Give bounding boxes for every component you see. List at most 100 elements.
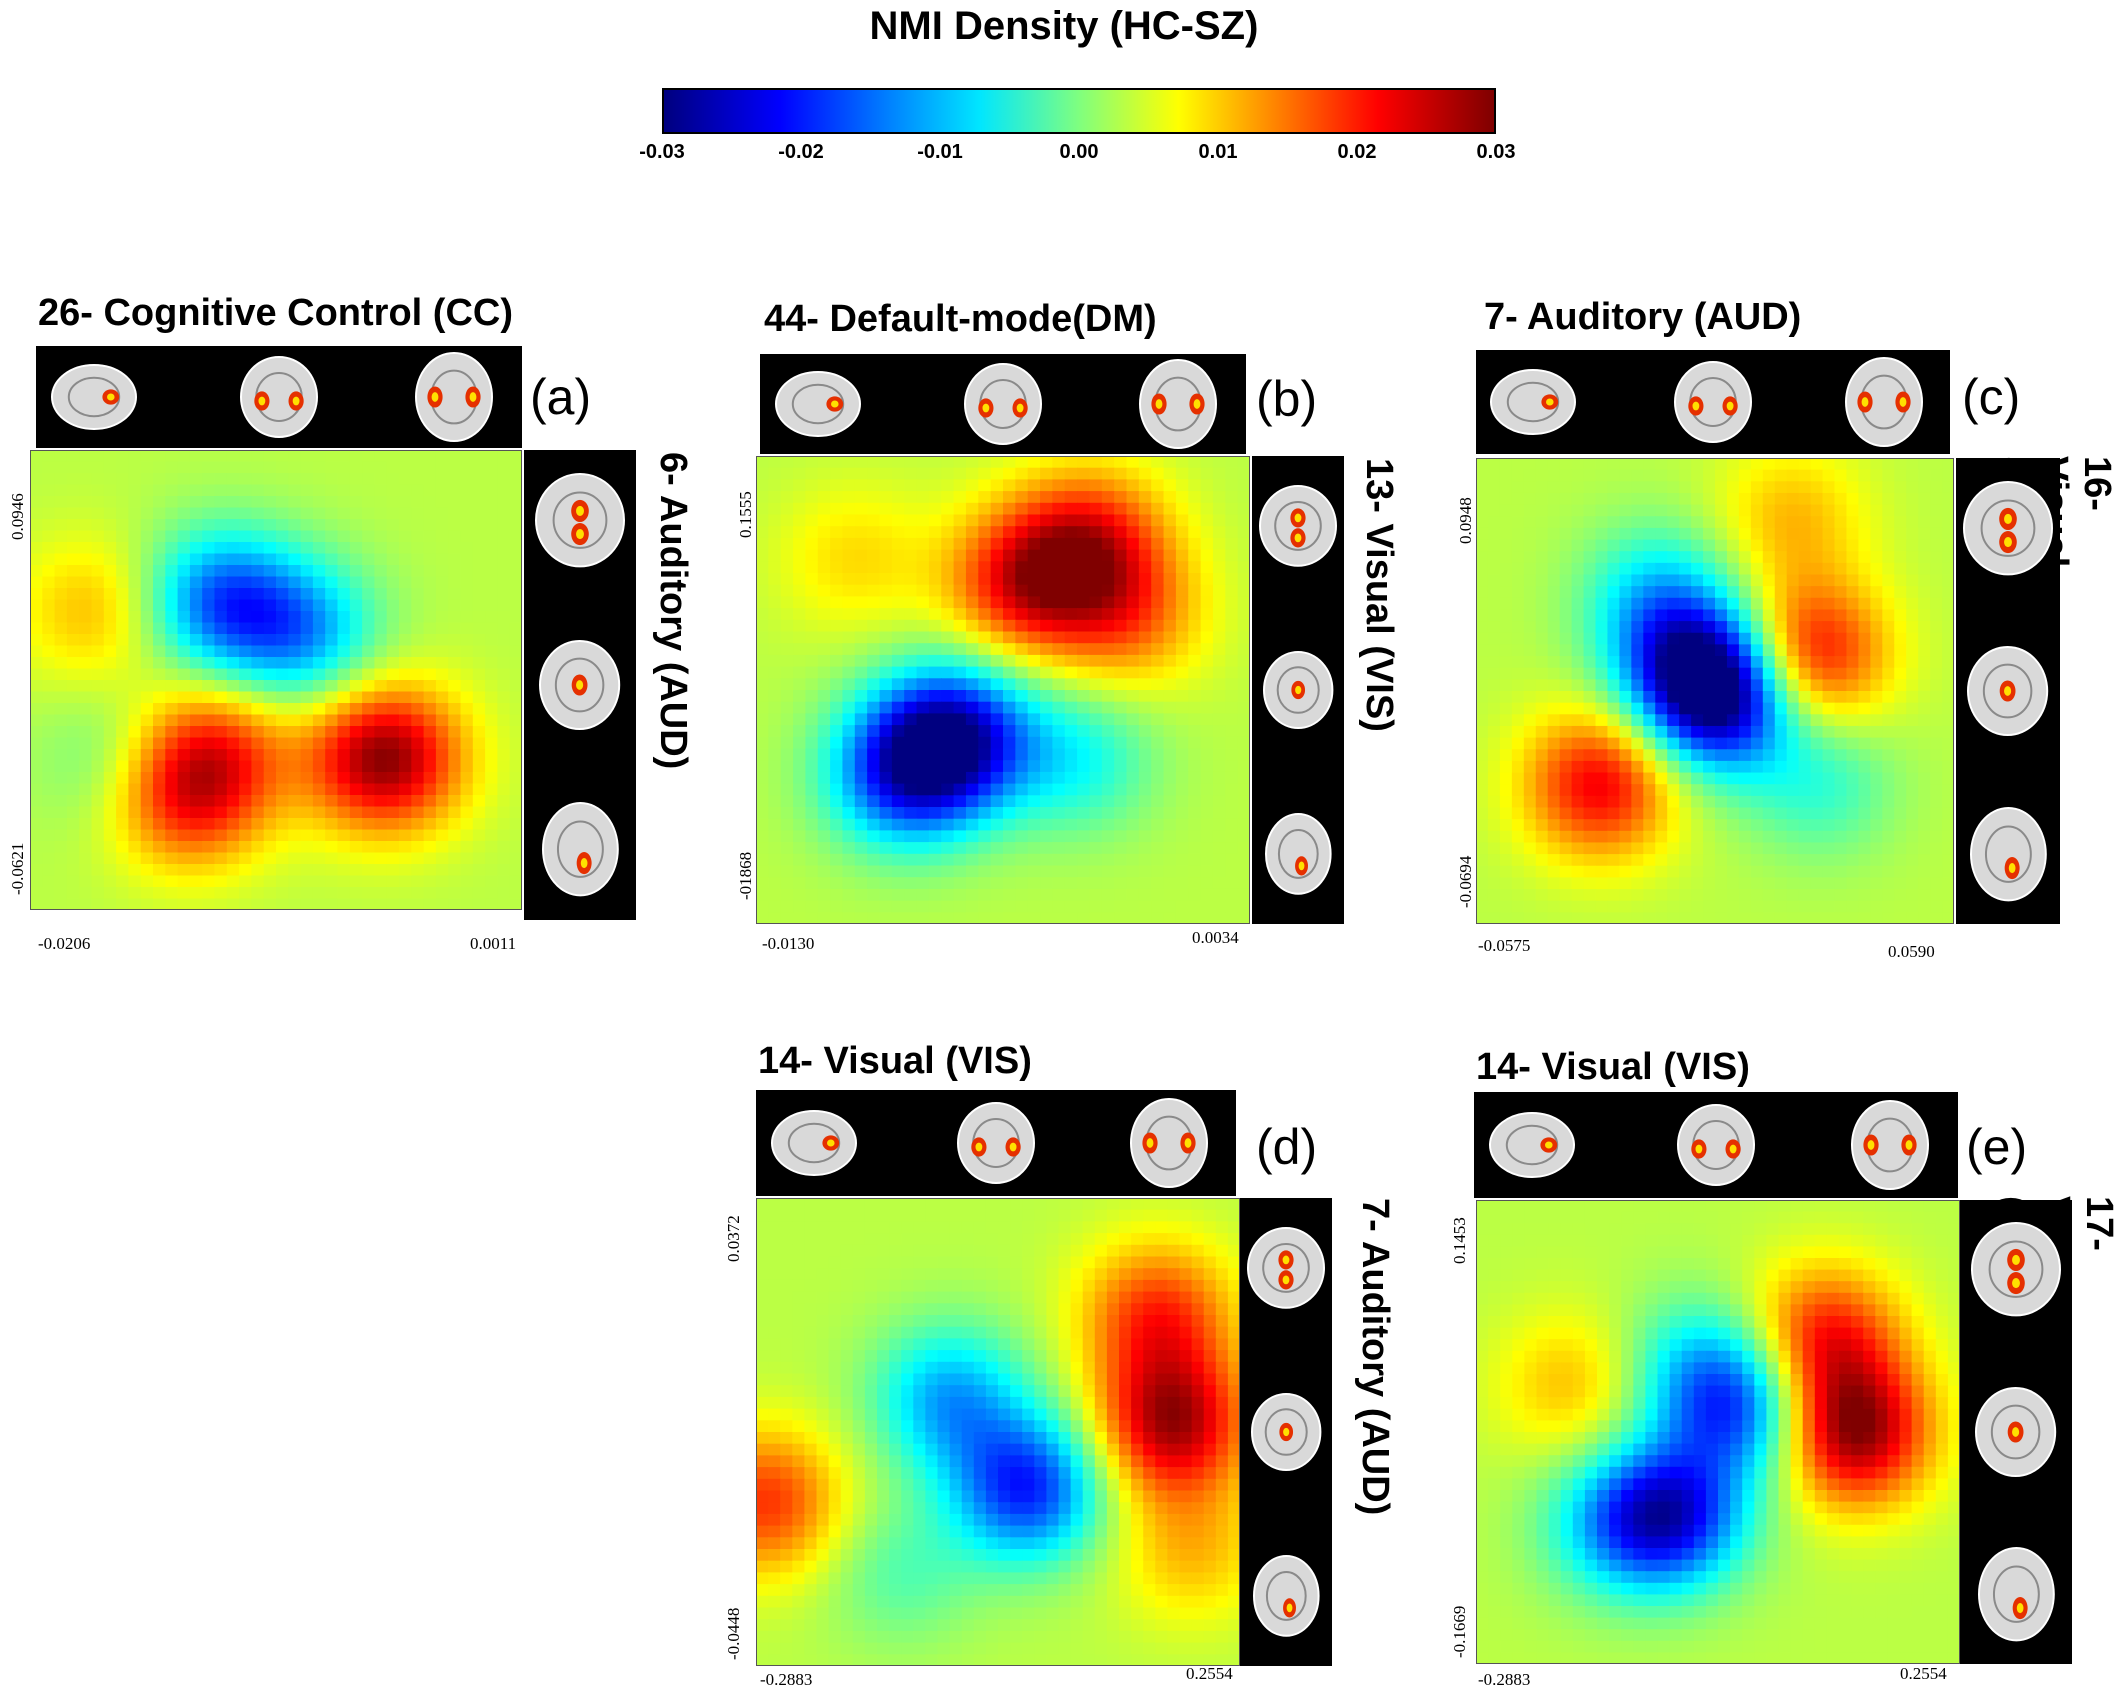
heatmap-cell bbox=[1810, 725, 1824, 739]
heatmap-cell bbox=[1738, 900, 1752, 913]
heatmap-cell bbox=[1052, 807, 1066, 820]
heatmap-cell bbox=[1523, 819, 1537, 832]
heatmap-cell bbox=[91, 599, 105, 612]
heatmap-cell bbox=[854, 888, 868, 902]
heatmap-cell bbox=[1089, 701, 1103, 714]
heatmap-cell bbox=[325, 611, 339, 624]
heatmap-cell bbox=[226, 864, 240, 877]
heatmap-cell bbox=[276, 622, 289, 635]
heatmap-cell bbox=[1571, 644, 1585, 657]
heatmap-cell bbox=[1163, 690, 1177, 703]
heatmap-cell bbox=[1655, 679, 1668, 692]
heatmap-cell bbox=[1583, 527, 1597, 541]
heatmap-cell bbox=[1691, 539, 1704, 552]
heatmap-cell bbox=[1237, 748, 1250, 761]
heatmap-cell bbox=[1583, 667, 1597, 680]
heatmap-cell bbox=[1894, 551, 1907, 564]
heatmap-cell bbox=[1547, 597, 1561, 611]
heatmap-cell bbox=[30, 611, 43, 624]
heatmap-cell bbox=[978, 467, 992, 480]
heatmap-cell bbox=[1523, 621, 1537, 634]
heatmap-cell bbox=[768, 479, 782, 492]
heatmap-cell bbox=[226, 461, 240, 474]
heatmap-cell bbox=[1077, 865, 1091, 878]
heatmap-cell bbox=[1583, 900, 1597, 913]
heatmap-cell bbox=[239, 795, 252, 808]
heatmap-cell bbox=[1738, 597, 1752, 611]
heatmap-cell bbox=[1188, 771, 1202, 785]
heatmap-cell bbox=[1595, 632, 1609, 645]
heatmap-cell bbox=[1846, 644, 1859, 657]
heatmap-cell bbox=[337, 461, 351, 474]
heatmap-cell bbox=[1834, 609, 1848, 622]
heatmap-cell bbox=[1619, 504, 1632, 517]
heatmap-cell bbox=[1834, 725, 1848, 739]
heatmap-cell bbox=[941, 900, 955, 913]
heatmap-cell bbox=[54, 668, 68, 681]
heatmap-cell bbox=[448, 530, 462, 543]
heatmap-cell bbox=[386, 565, 400, 578]
heatmap-cell bbox=[300, 875, 314, 888]
heatmap-cell bbox=[460, 852, 474, 865]
heatmap-cell bbox=[337, 484, 351, 497]
heatmap-cell bbox=[153, 657, 166, 670]
heatmap-cell bbox=[1691, 516, 1704, 529]
heatmap-cell bbox=[1064, 584, 1078, 597]
heatmap-cell bbox=[864, 1209, 878, 1222]
heatmap-cell bbox=[768, 818, 782, 831]
heatmap-cell bbox=[337, 795, 351, 808]
heatmap-cell bbox=[793, 760, 806, 773]
heatmap-cell bbox=[374, 783, 388, 796]
heatmap-cell bbox=[337, 783, 351, 796]
heatmap-cell bbox=[1547, 469, 1561, 482]
heatmap-cell bbox=[226, 760, 240, 773]
heatmap-cell bbox=[891, 654, 905, 668]
heatmap-cell bbox=[399, 484, 412, 497]
heatmap-cell bbox=[990, 736, 1004, 750]
heatmap-cell bbox=[1798, 842, 1812, 855]
heatmap-cell bbox=[411, 806, 425, 819]
heatmap-cell bbox=[399, 749, 412, 762]
heatmap-cell bbox=[1858, 656, 1871, 669]
heatmap-cell bbox=[300, 829, 314, 842]
heatmap-cell bbox=[226, 542, 240, 555]
heatmap-cell bbox=[1703, 527, 1716, 541]
heatmap-cell bbox=[66, 680, 80, 693]
heatmap-cell bbox=[1547, 527, 1561, 541]
heatmap-cell bbox=[941, 807, 955, 820]
heatmap-cell bbox=[768, 748, 782, 761]
heatmap-cell bbox=[978, 678, 992, 691]
heatmap-cell bbox=[904, 760, 918, 773]
heatmap-cell bbox=[411, 507, 425, 520]
heatmap-cell bbox=[423, 714, 437, 727]
heatmap-cell bbox=[1077, 561, 1091, 574]
heatmap-cell bbox=[1643, 737, 1656, 750]
heatmap-cell bbox=[1126, 631, 1140, 644]
heatmap-cell bbox=[1015, 900, 1029, 913]
heatmap-cell bbox=[312, 714, 326, 727]
heatmap-cell bbox=[1082, 1198, 1096, 1211]
heatmap-cell bbox=[1114, 479, 1128, 492]
heatmap-cell bbox=[768, 1209, 781, 1222]
heatmap-cell bbox=[1846, 784, 1859, 797]
heatmap-cell bbox=[1715, 714, 1728, 727]
heatmap-cell bbox=[128, 875, 142, 888]
heatmap-cell bbox=[30, 864, 43, 877]
heatmap-cell bbox=[1126, 526, 1140, 539]
heatmap-cell bbox=[54, 783, 68, 796]
heatmap-cell bbox=[251, 450, 265, 463]
heatmap-cell bbox=[828, 1198, 842, 1211]
heatmap-cell bbox=[1607, 691, 1620, 704]
heatmap-cell bbox=[879, 912, 893, 924]
heatmap-cell bbox=[854, 619, 868, 633]
heatmap-cell bbox=[879, 467, 893, 480]
heatmap-cell bbox=[1225, 701, 1239, 714]
heatmap-cell bbox=[1027, 877, 1041, 890]
heatmap-cell bbox=[891, 795, 905, 808]
heatmap-cell bbox=[1027, 619, 1041, 633]
heatmap-cell bbox=[460, 484, 474, 497]
heatmap-cell bbox=[1571, 481, 1585, 494]
heatmap-cell bbox=[1131, 1198, 1144, 1211]
heatmap-cell bbox=[386, 657, 400, 670]
heatmap-cell bbox=[953, 654, 967, 668]
